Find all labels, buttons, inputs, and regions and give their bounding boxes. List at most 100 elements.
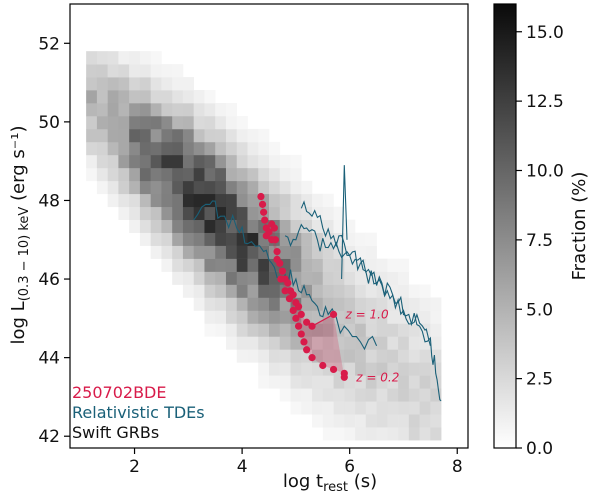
- heatmap-cell-432: [355, 258, 367, 272]
- heatmap-cell-393: [333, 310, 345, 324]
- heatmap-cell-486: [398, 336, 410, 350]
- heatmap-cell-57: [129, 77, 141, 91]
- heatmap-cell-255: [258, 323, 270, 337]
- heatmap-cell-100: [161, 141, 173, 156]
- heatmap-cell-188: [215, 180, 227, 195]
- heatmap-cell-496: [408, 388, 420, 402]
- heatmap-cell-178: [215, 310, 227, 324]
- heatmap-cell-265: [258, 193, 270, 208]
- heatmap-cell-344: [301, 206, 313, 221]
- heatmap-cell-381: [322, 219, 334, 233]
- x-tick-label-1: 4: [237, 457, 248, 477]
- heatmap-cell-32: [107, 51, 119, 65]
- heatmap-cell-369: [322, 375, 334, 389]
- heatmap-cell-69: [139, 115, 151, 130]
- heatmap-cell-10: [96, 180, 108, 195]
- heatmap-cell-387: [333, 388, 345, 402]
- heatmap-cell-505: [419, 427, 431, 441]
- x-tick-label-3: 8: [452, 457, 463, 477]
- heatmap-cell-207: [225, 180, 238, 195]
- heatmap-cell-217: [236, 310, 248, 324]
- heatmap-cell-168: [204, 193, 216, 208]
- heatmap-cell-103: [161, 103, 173, 117]
- heatmap-cell-389: [333, 362, 345, 376]
- heatmap-cell-149: [193, 193, 205, 208]
- heatmap-cell-158: [204, 323, 216, 337]
- heatmap-cell-304: [279, 206, 291, 221]
- heatmap-cell-135: [182, 141, 195, 156]
- heatmap-cell-137: [182, 115, 195, 130]
- heatmap-cell-173: [204, 128, 216, 143]
- heatmap-cell-399: [333, 232, 345, 246]
- heatmap-cell-340: [301, 258, 313, 272]
- heatmap-cell-376: [322, 284, 334, 298]
- heatmap-cell-125: [182, 271, 195, 285]
- heatmap-cell-111: [172, 219, 184, 233]
- cbar-tick-label-0: 0.0: [526, 439, 553, 459]
- heatmap-cell-112: [172, 206, 184, 221]
- bde-point-31: [300, 338, 308, 346]
- heatmap-cell-226: [236, 193, 248, 208]
- heatmap-cell-405: [344, 388, 356, 402]
- heatmap-cell-467: [387, 401, 399, 415]
- heatmap-cell-471: [387, 349, 399, 363]
- heatmap-cell-171: [204, 154, 216, 169]
- heatmap-cell-452: [376, 414, 388, 428]
- heatmap-cell-232: [236, 115, 248, 130]
- heatmap-cell-464: [376, 258, 388, 272]
- heatmap-cell-424: [355, 362, 367, 376]
- y-tick-label-4: 50: [38, 113, 60, 133]
- heatmap-cell-511: [419, 349, 431, 363]
- heatmap-cell-104: [161, 90, 173, 104]
- heatmap-cell-422: [355, 388, 367, 402]
- heatmap-cell-159: [204, 310, 216, 324]
- heatmap-cell-235: [247, 323, 259, 337]
- heatmap-cell-469: [387, 375, 399, 389]
- heatmap-cell-459: [376, 323, 388, 337]
- heatmap-cell-262: [258, 232, 270, 246]
- heatmap-cell-147: [193, 219, 205, 233]
- heatmap-cell-105: [161, 77, 173, 91]
- heatmap-cell-155: [193, 115, 205, 130]
- heatmap-cell-510: [419, 362, 431, 376]
- heatmap-cell-370: [322, 362, 334, 376]
- heatmap-cell-189: [215, 167, 227, 182]
- heatmap-cell-88: [150, 77, 162, 91]
- heatmap-cell-463: [376, 271, 388, 285]
- heatmap-cell-520: [430, 388, 442, 402]
- y-tick-label-3: 48: [38, 191, 60, 211]
- heatmap-cell-378: [322, 258, 334, 272]
- heatmap-cell-487: [398, 323, 410, 337]
- heatmap-cell-288: [269, 154, 281, 169]
- heatmap-cell-187: [215, 193, 227, 208]
- heatmap-cell-211: [225, 128, 238, 143]
- legend-relativistic-tdes: Relativistic TDEs: [72, 403, 205, 422]
- heatmap-cell-43: [118, 77, 130, 91]
- heatmap-cell-3: [86, 128, 98, 143]
- heatmap-cell-268: [258, 154, 270, 169]
- heatmap-cell-78: [150, 206, 162, 221]
- heatmap-cell-473: [387, 323, 399, 337]
- heatmap-cell-13: [96, 141, 108, 156]
- colorbar-ticks: 0.0 2.5 5.0 7.5 10.0 12.5 15.0: [516, 23, 564, 459]
- heatmap-cell-72: [139, 77, 151, 91]
- heatmap-cell-242: [247, 232, 259, 246]
- x-tick-label-0: 2: [129, 457, 140, 477]
- heatmap-cell-274: [269, 336, 281, 350]
- heatmap-cell-439: [365, 375, 377, 389]
- heatmap-cell-66: [139, 154, 151, 169]
- heatmap-cell-332: [301, 362, 313, 376]
- heatmap-cell-293: [279, 349, 291, 363]
- heatmap-cell-27: [107, 115, 119, 130]
- heatmap-cell-456: [376, 362, 388, 376]
- heatmap-cell-372: [322, 336, 334, 350]
- bde-point-26: [285, 295, 294, 303]
- heatmap-cell-407: [344, 362, 356, 376]
- heatmap-cell-460: [376, 310, 388, 324]
- heatmap-cell-250: [247, 128, 259, 143]
- heatmap-cell-94: [161, 219, 173, 233]
- bde-point-z-high: [329, 310, 338, 319]
- heatmap-cell-453: [376, 401, 388, 415]
- heatmap-cell-508: [419, 388, 431, 402]
